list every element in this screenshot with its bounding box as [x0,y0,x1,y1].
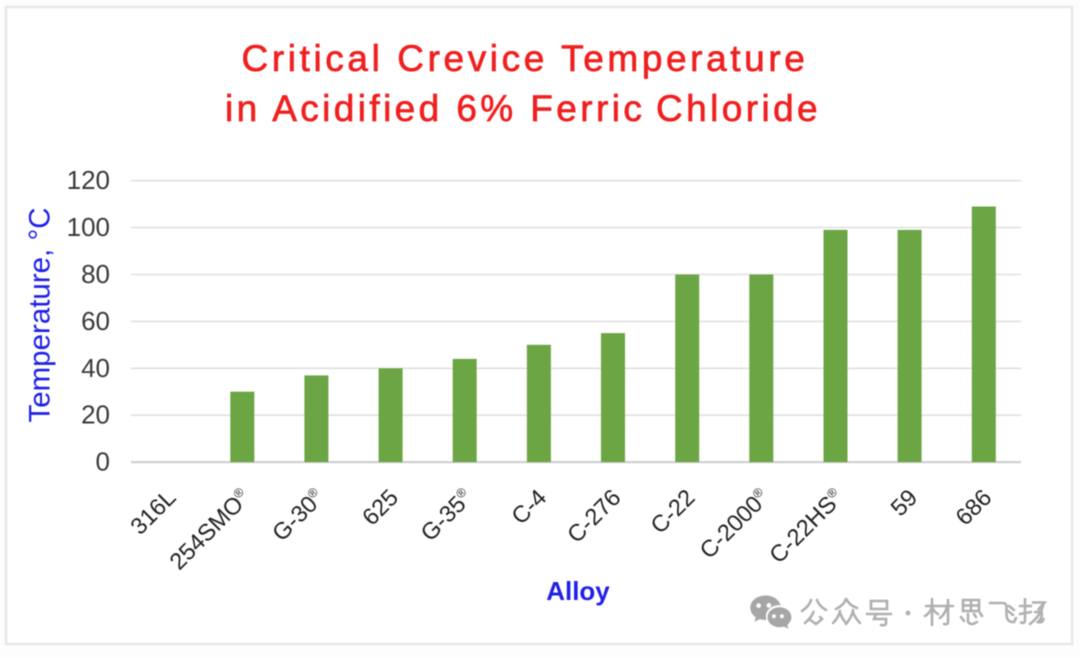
svg-text:40: 40 [81,353,110,383]
svg-text:60: 60 [81,306,110,336]
svg-text:Temperature, °C: Temperature, °C [24,207,57,422]
svg-text:0: 0 [96,447,110,477]
svg-text:80: 80 [81,259,110,289]
svg-text:Alloy: Alloy [546,576,610,606]
svg-text:100: 100 [67,212,110,242]
svg-text:20: 20 [81,400,110,430]
svg-text:120: 120 [67,165,110,195]
svg-text:Critical Crevice Temperature: Critical Crevice Temperature [242,38,809,79]
svg-text:in Acidified 6% Ferric Chlorid: in Acidified 6% Ferric Chloride [225,88,821,129]
